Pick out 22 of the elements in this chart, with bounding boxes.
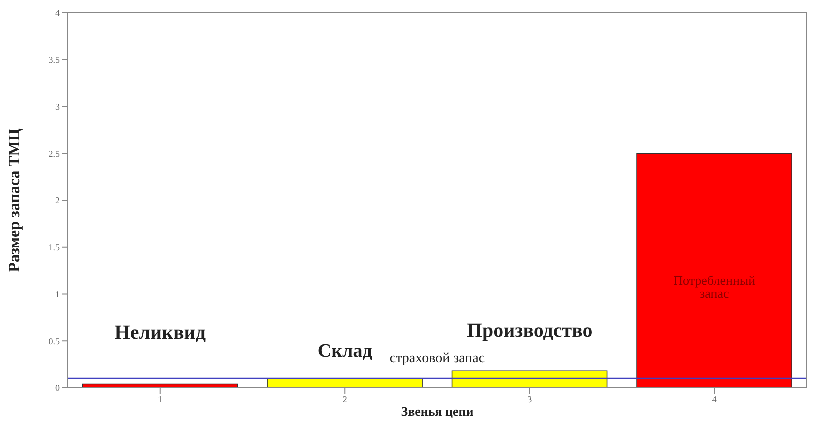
y-tick-label: 4 bbox=[56, 8, 60, 18]
ref-line-label: страховой запас bbox=[390, 352, 486, 367]
y-tick-label: 3 bbox=[56, 102, 60, 112]
y-tick-label: 0.5 bbox=[48, 336, 60, 346]
annotation: Производство bbox=[466, 320, 593, 342]
x-tick-label: 1 bbox=[158, 394, 163, 404]
y-tick-label: 1 bbox=[56, 289, 60, 300]
x-tick-label: 2 bbox=[342, 394, 348, 404]
y-tick-label: 1.5 bbox=[48, 242, 60, 253]
bar bbox=[452, 370, 608, 388]
x-tick-label: 3 bbox=[528, 394, 533, 404]
y-tick-label: 0 bbox=[56, 383, 60, 394]
x-axis-title: Звенья цепи bbox=[401, 404, 474, 419]
y-tick-label: 2 bbox=[56, 196, 60, 206]
y-axis-title: Размер запаса ТМЦ bbox=[6, 128, 24, 272]
y-tick-label: 3.5 bbox=[48, 55, 60, 66]
y-tick-label: 2.5 bbox=[48, 148, 60, 159]
annotation: Неликвид bbox=[114, 322, 206, 344]
bar bbox=[636, 153, 792, 388]
annotation: Склад bbox=[318, 341, 373, 362]
annotation: Потребленный запас bbox=[674, 272, 756, 301]
x-tick-label: 4 bbox=[712, 394, 718, 404]
